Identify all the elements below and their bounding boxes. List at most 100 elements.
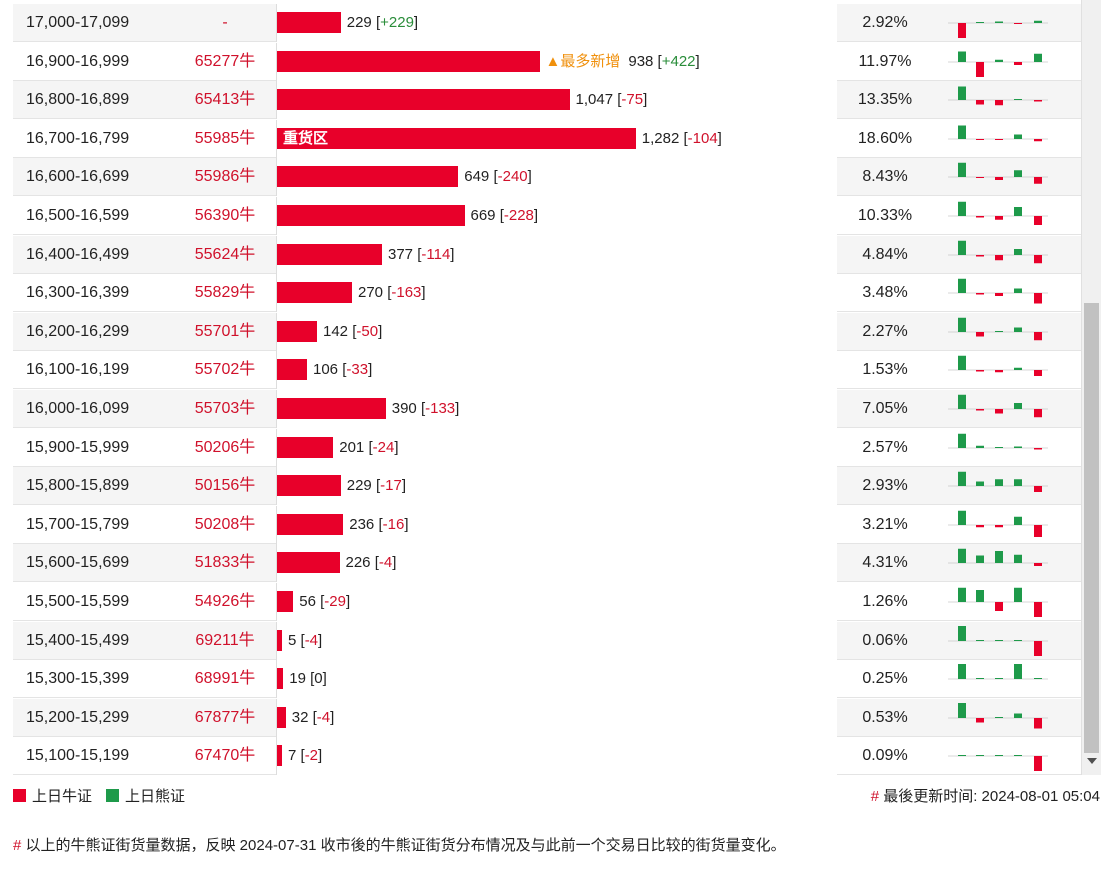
outstanding-value: 669 [-228] — [470, 207, 539, 224]
table-row[interactable]: 16,100-16,199 55702牛 106 [-33] 1.53% — [13, 351, 1081, 390]
table-row[interactable]: 16,900-16,999 65277牛 ▲最多新增 938 [+422] 11.97% — [13, 42, 1081, 81]
cbbc-code-link[interactable]: 55985牛 — [194, 129, 256, 147]
table-row[interactable]: 15,900-15,999 50206牛 201 [-24] 2.57% — [13, 428, 1081, 467]
table-row[interactable]: 16,800-16,899 65413牛 1,047 [-75] 13.35% — [13, 81, 1081, 120]
sparkline-chart — [948, 356, 1048, 377]
sparkline-bar — [958, 51, 966, 62]
sparkline-chart — [948, 240, 1048, 263]
sparkline-bar — [995, 524, 1003, 528]
cbbc-code-link[interactable]: 65413牛 — [194, 91, 256, 109]
table-row[interactable]: 15,400-15,499 69211牛 5 [-4] 0.06% — [13, 621, 1081, 660]
table-row[interactable]: 16,500-16,599 56390牛 669 [-228] 10.33% — [13, 197, 1081, 235]
table-row[interactable]: 16,000-16,099 55703牛 390 [-133] 7.05% — [13, 390, 1081, 428]
sparkline-chart — [948, 394, 1048, 418]
outstanding-value: 142 [-50] — [323, 322, 383, 340]
table-row[interactable]: 16,400-16,499 55624牛 377 [-114] 4.84% — [13, 235, 1081, 274]
sparkline-bar — [958, 510, 966, 525]
sparkline-bar — [958, 23, 966, 38]
quantity: 201 — [339, 438, 365, 456]
vertical-scrollbar[interactable] — [1081, 0, 1101, 775]
cbbc-code-link[interactable]: 67470牛 — [194, 747, 256, 765]
table-row[interactable]: 15,600-15,699 51833牛 226 [-4] 4.31% — [13, 544, 1081, 583]
sparkline-bar — [1014, 170, 1022, 178]
sparkline-chart — [948, 163, 1048, 185]
cbbc-code-link[interactable]: 67877牛 — [194, 708, 256, 726]
percentage: 13.35% — [857, 91, 913, 109]
sparkline-bar — [1014, 327, 1022, 332]
sparkline-bar — [976, 678, 984, 680]
sparkline-bar — [1034, 486, 1042, 493]
percentage: 4.31% — [862, 554, 908, 572]
bar-cell: 390 [-133] — [276, 390, 837, 428]
percentage: 18.60% — [857, 129, 913, 147]
cbbc-code-link[interactable]: 50156牛 — [194, 477, 256, 495]
table-row[interactable]: 16,600-16,699 55986牛 649 [-240] 8.43% — [13, 158, 1081, 197]
strike-range: 15,300-15,399 — [26, 670, 130, 688]
table-row[interactable]: 16,700-16,799 55985牛 重货区 1,282 [-104] 18.60% — [13, 119, 1081, 158]
cbbc-code-link[interactable]: 55702牛 — [194, 361, 256, 379]
cbbc-code-link[interactable]: 55986牛 — [194, 168, 256, 186]
sparkline-bar — [958, 163, 966, 178]
scrollbar-thumb[interactable] — [1084, 303, 1099, 753]
sparkline-bar — [1014, 587, 1022, 602]
table-row[interactable]: 16,200-16,299 55701牛 142 [-50] 2.27% — [13, 312, 1081, 351]
sparkline-bar — [976, 524, 984, 528]
bar-cell: 377 [-114] — [276, 235, 837, 274]
cbbc-code-link[interactable]: 50208牛 — [194, 515, 256, 533]
table-row[interactable]: 15,800-15,899 50156牛 229 [-17] 2.93% — [13, 467, 1081, 506]
sparkline-bar — [1034, 756, 1042, 772]
cbbc-code-link[interactable]: 55703牛 — [194, 400, 256, 417]
sparkline-bar — [958, 317, 966, 332]
sparkline-bar — [1034, 717, 1042, 729]
table-row[interactable]: 15,300-15,399 68991牛 19 [0] 0.25% — [13, 660, 1081, 699]
outstanding-bar — [277, 591, 294, 612]
percentage: 11.97% — [858, 52, 912, 70]
percentage: 0.53% — [862, 708, 908, 726]
most-added-tag: ▲最多新增 — [545, 52, 621, 70]
sparkline-bar — [976, 61, 984, 77]
sparkline-bar — [995, 100, 1003, 106]
percentage: 2.27% — [862, 322, 908, 340]
outstanding-bar — [277, 359, 307, 381]
quantity: 236 — [349, 515, 375, 533]
outstanding-bar — [277, 745, 282, 767]
cbbc-code-link[interactable]: 56390牛 — [194, 207, 256, 224]
sparkline-chart — [948, 755, 1048, 772]
table-row[interactable]: 15,100-15,199 67470牛 7 [-2] 0.09% — [13, 737, 1081, 775]
cbbc-code-link[interactable]: 55624牛 — [194, 245, 256, 263]
outstanding-bar — [277, 12, 341, 33]
sparkline-bar — [1014, 368, 1022, 371]
strike-range: 15,700-15,799 — [26, 515, 130, 533]
cbbc-code-link[interactable]: 55701牛 — [194, 322, 256, 340]
table-row[interactable]: 16,300-16,399 55829牛 270 [-163] 3.48% — [13, 274, 1081, 313]
sparkline-bar — [1034, 254, 1042, 263]
sparkline-bar — [958, 664, 966, 680]
outstanding-bar — [277, 243, 382, 265]
sparkline-bar — [995, 479, 1003, 487]
sparkline-chart — [948, 125, 1048, 142]
quantity: 649 — [464, 168, 490, 186]
cbbc-code-link[interactable]: 51833牛 — [194, 554, 256, 572]
cbbc-code-link[interactable]: 55829牛 — [194, 284, 256, 302]
table-row[interactable]: 17,000-17,099 - 229 [+229] 2.92% — [13, 4, 1081, 42]
sparkline-bar — [995, 370, 1003, 373]
cbbc-code-link[interactable]: 65277牛 — [194, 52, 256, 70]
outstanding-value: 5 [-4] — [288, 631, 323, 649]
cbbc-code-link[interactable]: 54926牛 — [194, 593, 256, 610]
sparkline-chart — [948, 86, 1048, 106]
sparkline-bar — [958, 125, 966, 139]
cbbc-code-link[interactable]: 50206牛 — [194, 438, 256, 456]
sparkline-bar — [1034, 216, 1042, 225]
cbbc-code-link[interactable]: 69211牛 — [195, 631, 255, 649]
scroll-down-arrow-icon[interactable] — [1087, 758, 1097, 764]
sparkline-bar — [1034, 563, 1042, 567]
sparkline-chart — [948, 201, 1048, 225]
sparkline-bar — [995, 602, 1003, 611]
cbbc-code-link[interactable]: 68991牛 — [194, 670, 256, 688]
table-row[interactable]: 15,700-15,799 50208牛 236 [-16] 3.21% — [13, 505, 1081, 544]
cbbc-code-link[interactable]: - — [222, 14, 228, 31]
sparkline-bar — [1034, 20, 1042, 23]
sparkline-bar — [976, 445, 984, 448]
table-row[interactable]: 15,500-15,599 54926牛 56 [-29] 1.26% — [13, 583, 1081, 621]
table-row[interactable]: 15,200-15,299 67877牛 32 [-4] 0.53% — [13, 698, 1081, 737]
